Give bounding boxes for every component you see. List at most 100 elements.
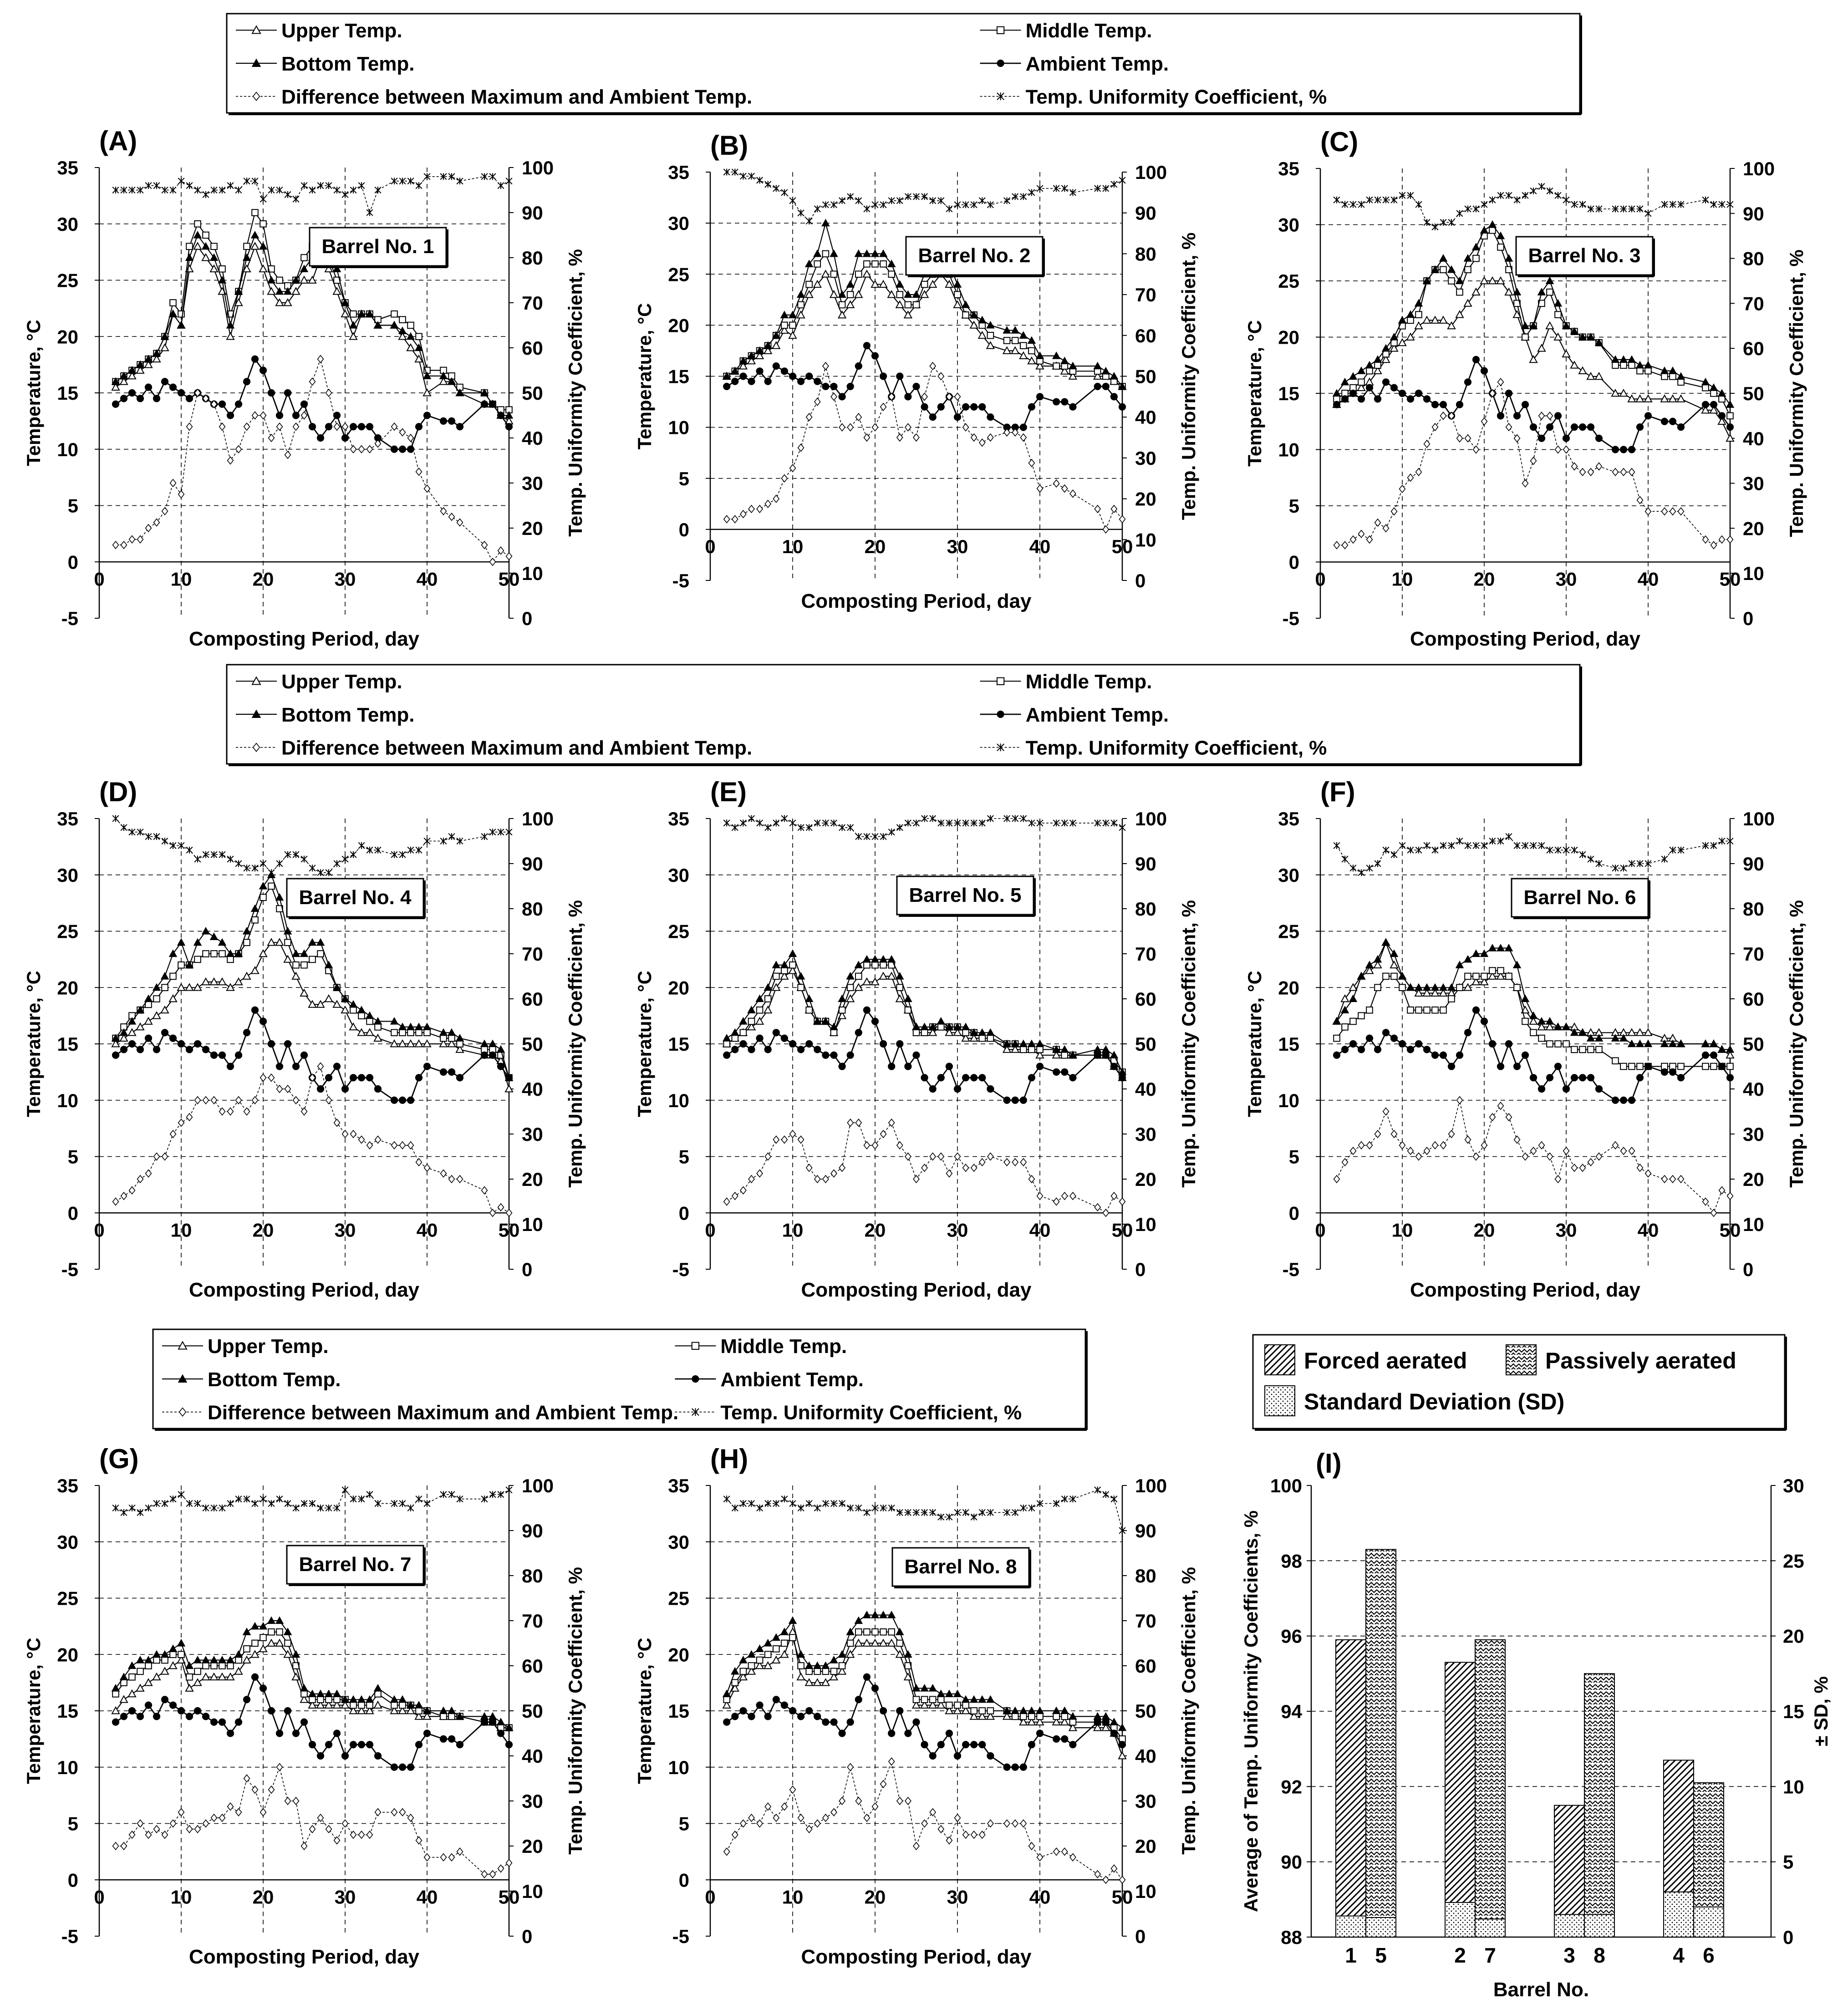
data-point-middle <box>1661 373 1668 380</box>
data-point-uniformity <box>748 815 755 822</box>
data-point-middle <box>822 1668 830 1675</box>
data-point-upper <box>1545 1022 1554 1031</box>
data-point-difference <box>1489 1113 1496 1122</box>
data-point-upper <box>1726 433 1735 442</box>
barrel-label: Barrel No. 4 <box>299 886 412 909</box>
data-point-middle <box>1456 288 1463 296</box>
data-point-bottom <box>953 1689 962 1698</box>
y2-tick-label: 20 <box>1135 1169 1156 1190</box>
data-point-ambient <box>838 393 846 401</box>
data-point-difference <box>194 388 201 397</box>
data-point-difference <box>1333 541 1340 549</box>
data-point-difference <box>1546 1152 1553 1161</box>
y-tick-label: 35 <box>57 808 78 829</box>
y2-tick-label: 10 <box>1743 563 1764 584</box>
data-point-bottom <box>920 1022 929 1031</box>
data-point-ambient <box>953 1752 962 1760</box>
data-point-uniformity <box>161 1500 168 1507</box>
data-point-difference <box>946 1836 953 1845</box>
data-point-ambient <box>112 400 120 408</box>
data-point-bottom <box>780 961 789 968</box>
data-point-bottom <box>300 949 309 957</box>
data-point-difference <box>194 1825 201 1834</box>
data-point-difference <box>358 445 365 454</box>
data-point-upper <box>1644 1028 1653 1036</box>
data-point-uniformity <box>1563 196 1570 203</box>
data-point-uniformity <box>978 1509 986 1516</box>
data-point-ambient <box>218 400 226 408</box>
data-point-upper <box>1002 1045 1012 1053</box>
data-point-upper <box>300 988 309 997</box>
y-tick-label: 15 <box>1278 383 1299 404</box>
data-point-ambient <box>880 1707 887 1715</box>
data-point-difference <box>497 1203 504 1212</box>
data-point-difference <box>1669 507 1676 516</box>
data-point-bottom <box>862 955 871 963</box>
data-point-upper <box>1011 346 1020 354</box>
data-point-difference <box>1003 428 1011 437</box>
y2-tick-label: 100 <box>1743 158 1775 179</box>
data-point-upper <box>119 1695 128 1703</box>
data-point-ambient <box>1439 401 1447 408</box>
data-point-uniformity <box>962 1509 969 1516</box>
data-point-bottom <box>945 1689 954 1698</box>
data-point-upper <box>1619 388 1628 397</box>
data-point-uniformity <box>731 824 738 831</box>
data-point-uniformity <box>805 218 813 225</box>
data-point-bottom <box>365 1695 374 1703</box>
data-point-difference <box>1341 541 1349 549</box>
data-point-ambient <box>398 445 407 453</box>
data-point-upper <box>1373 366 1382 374</box>
data-point-difference <box>764 499 772 509</box>
y2-axis-title: Temp. Uniformity Coefficient, % <box>565 900 586 1188</box>
data-point-bottom <box>275 287 284 295</box>
data-point-uniformity <box>1530 842 1537 849</box>
data-point-uniformity <box>169 842 177 849</box>
data-point-bottom <box>291 1650 300 1658</box>
legend-label-difference: Difference between Maximum and Ambient T… <box>281 737 752 759</box>
data-point-ambient <box>1061 398 1069 406</box>
data-point-difference <box>317 355 324 364</box>
data-point-difference <box>161 507 168 516</box>
data-point-difference <box>169 1819 177 1828</box>
data-point-upper <box>937 1700 946 1709</box>
data-point-difference <box>112 1841 119 1851</box>
data-point-bottom <box>1390 332 1399 341</box>
data-point-uniformity <box>1636 205 1644 213</box>
data-point-uniformity <box>781 189 788 196</box>
data-point-ambient <box>1423 1046 1431 1053</box>
data-point-ambient <box>366 1741 374 1749</box>
data-point-upper <box>928 1700 937 1709</box>
y2-tick-label: 10 <box>1783 1776 1804 1797</box>
series-difference <box>723 1757 1126 1884</box>
data-point-uniformity <box>325 1504 332 1512</box>
x-tick-label: 20 <box>253 568 274 590</box>
legend-marker-upper-icon <box>178 1341 188 1350</box>
data-point-difference <box>1513 1135 1521 1144</box>
y-tick-label: 10 <box>57 439 78 460</box>
data-point-difference <box>1390 507 1398 516</box>
data-point-difference <box>978 438 986 447</box>
data-point-uniformity <box>1522 842 1529 849</box>
data-point-upper <box>895 1650 904 1658</box>
data-point-middle <box>219 1662 226 1669</box>
data-point-ambient <box>871 1684 879 1692</box>
data-point-bottom <box>234 1650 243 1658</box>
data-point-difference <box>292 1796 300 1806</box>
data-point-ambient <box>1118 1074 1126 1082</box>
x-tick-label: 10 <box>782 1886 804 1907</box>
data-point-difference <box>243 1774 250 1783</box>
data-point-middle <box>1036 1046 1044 1053</box>
data-point-bottom <box>1019 1039 1028 1048</box>
data-point-difference <box>731 515 738 524</box>
data-point-uniformity <box>1358 201 1365 208</box>
data-point-upper <box>1463 983 1472 991</box>
data-point-difference <box>847 423 854 432</box>
data-point-uniformity <box>880 1504 887 1512</box>
series-bottom <box>111 1616 514 1731</box>
data-point-difference <box>962 1830 969 1839</box>
data-point-bottom <box>978 315 987 324</box>
data-point-upper <box>406 343 415 351</box>
data-point-middle <box>169 972 177 980</box>
